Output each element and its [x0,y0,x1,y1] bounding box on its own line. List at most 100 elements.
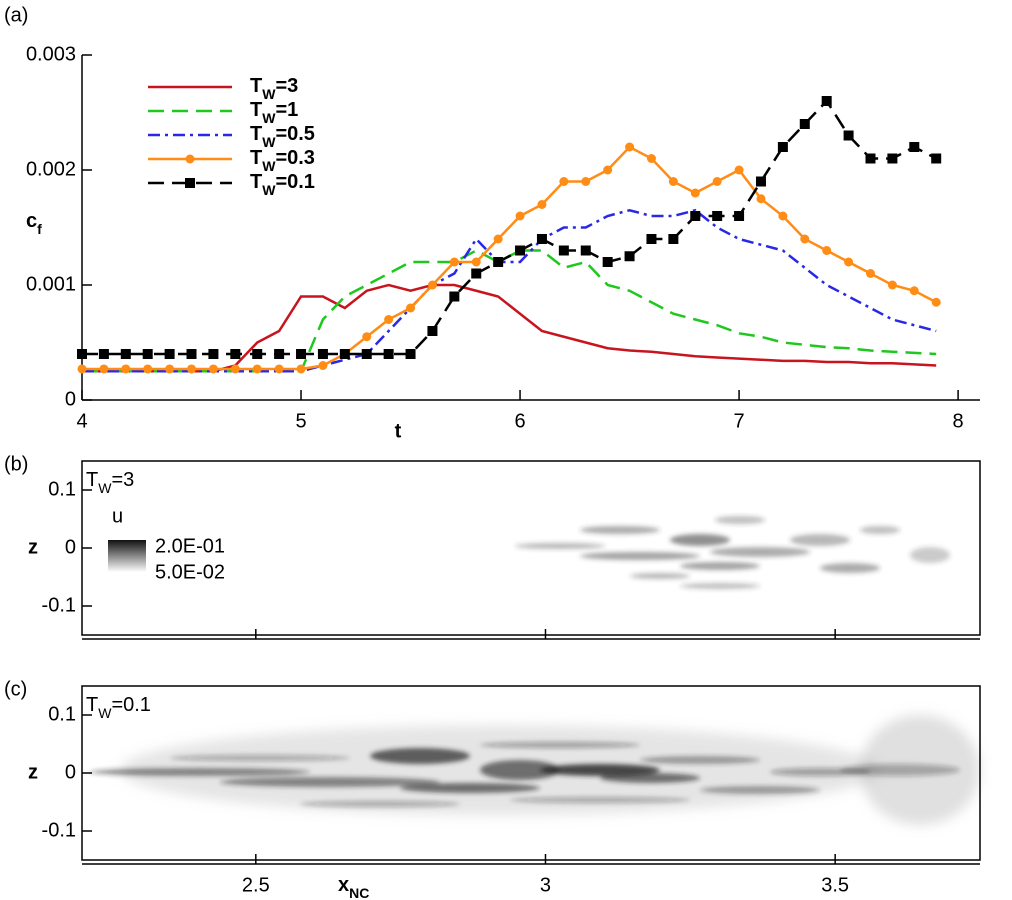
legend-label: TW=0.1 [250,171,315,197]
marker [274,349,285,359]
legend-marker [185,178,195,188]
marker [756,194,766,204]
y-tick-label: 0 [65,388,76,410]
panel-label: (a) [4,4,28,26]
marker [142,349,153,359]
marker [624,251,635,262]
legend-label: TW=3 [250,75,298,101]
marker [559,177,569,186]
marker [822,246,832,255]
marker [778,211,788,221]
legend-label: TW=0.5 [250,123,315,149]
legend-label: TW=1 [250,99,298,125]
marker [777,142,788,152]
marker [77,364,87,374]
panel-annotation: TW=0.1 [86,694,151,720]
y-axis-label: z [28,536,38,558]
marker [712,177,722,186]
marker [712,211,723,221]
x-tick-label: 4 [76,410,87,432]
x-axis-label: t [395,420,402,442]
marker [230,364,240,374]
colorbar [108,540,146,572]
marker [493,257,504,267]
marker [296,364,306,374]
marker [120,349,131,359]
x-tick-label: 2.5 [242,874,270,896]
marker [317,349,328,359]
x-tick-label: 7 [734,410,745,432]
marker [449,257,459,267]
marker [734,211,745,221]
marker [603,165,613,175]
marker [515,211,525,221]
y-axis-label: cf [26,210,42,236]
y-tick-label: 0 [65,536,76,558]
y-axis-label: z [28,761,38,783]
series-line [82,98,937,356]
marker [865,153,876,164]
marker [931,297,941,307]
marker [909,142,920,152]
series-line [82,145,937,371]
marker [427,326,438,336]
marker [318,361,328,370]
marker [362,332,372,342]
series-line [82,208,937,373]
marker [405,349,416,359]
marker [799,119,810,129]
marker [98,349,109,359]
marker [427,280,437,290]
marker [296,349,307,359]
marker [186,349,197,359]
marker [406,303,416,313]
marker [339,349,350,359]
panel-annotation: TW=3 [86,469,134,495]
marker [383,349,394,359]
marker [668,177,678,186]
marker [625,142,635,152]
marker [755,176,766,187]
marker [77,349,87,359]
x-tick-label: 3 [540,874,551,896]
x-tick-label: 5 [295,410,306,432]
panel-label: (c) [4,678,27,700]
marker [843,130,854,141]
marker [99,364,109,374]
marker [471,257,481,267]
marker [887,280,897,290]
marker [143,364,153,374]
marker [646,234,657,244]
marker [165,364,175,374]
marker [821,96,832,106]
marker [384,315,394,324]
y-tick-label: -0.1 [42,594,76,616]
marker [668,234,679,244]
y-tick-label: 0 [65,761,76,783]
colorbar-title: u [112,505,123,527]
y-tick-label: -0.1 [42,819,76,841]
marker [580,245,591,256]
marker [909,286,919,296]
x-axis-label: xNC [338,874,369,900]
legend-label: TW=0.3 [250,147,315,173]
marker [887,153,898,164]
marker [187,364,197,374]
marker [931,153,942,164]
marker [208,364,218,374]
y-tick-label: 0.003 [26,43,76,65]
x-tick-label: 6 [514,410,525,432]
marker [164,349,175,359]
marker [230,349,241,359]
marker [252,364,262,374]
marker [274,364,284,374]
contour-field-c [90,742,960,807]
marker [471,268,482,279]
y-tick-label: 0.1 [48,478,76,500]
marker [208,349,219,359]
legend-marker [185,154,195,164]
marker [121,364,131,374]
y-tick-label: 0.1 [48,703,76,725]
contour-field-b [515,516,950,589]
